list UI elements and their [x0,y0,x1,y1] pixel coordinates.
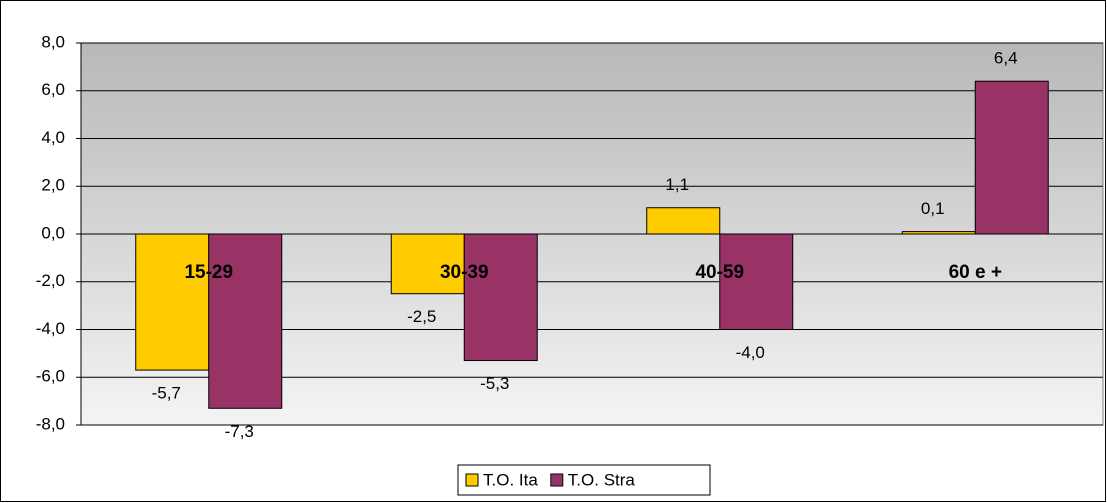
y-tick-label: 2,0 [41,176,65,195]
bar [646,207,721,235]
bar [901,231,976,235]
bar [135,233,210,371]
y-tick-label: -4,0 [36,319,65,338]
legend-box [457,464,711,496]
y-tick-label: 6,0 [41,80,65,99]
data-label: -7,3 [225,422,254,441]
bar [719,233,794,330]
data-label: 6,4 [994,49,1018,68]
data-label: 0,1 [921,199,945,218]
bar [390,233,465,295]
category-label: 30-39 [440,262,489,283]
data-label: -4,0 [736,343,765,362]
legend-swatch [550,473,564,487]
y-tick-label: 8,0 [41,32,65,51]
data-label: -2,5 [407,307,436,326]
data-label: -5,3 [480,374,509,393]
category-label: 60 e + [949,262,1002,283]
category-label: 40-59 [695,262,744,283]
legend-swatch [465,473,479,487]
data-label: 1,1 [665,175,689,194]
bar [463,233,538,362]
y-tick-label: 0,0 [41,223,65,242]
y-tick-label: -6,0 [36,367,65,386]
y-tick-label: -2,0 [36,271,65,290]
y-tick-label: 4,0 [41,128,65,147]
legend-label: T.O. Stra [568,470,636,489]
bar [208,233,283,409]
bar [974,80,1049,235]
category-label: 15-29 [184,262,233,283]
data-label: -5,7 [152,384,181,403]
legend-label: T.O. Ita [483,470,538,489]
y-tick-label: -8,0 [36,414,65,433]
